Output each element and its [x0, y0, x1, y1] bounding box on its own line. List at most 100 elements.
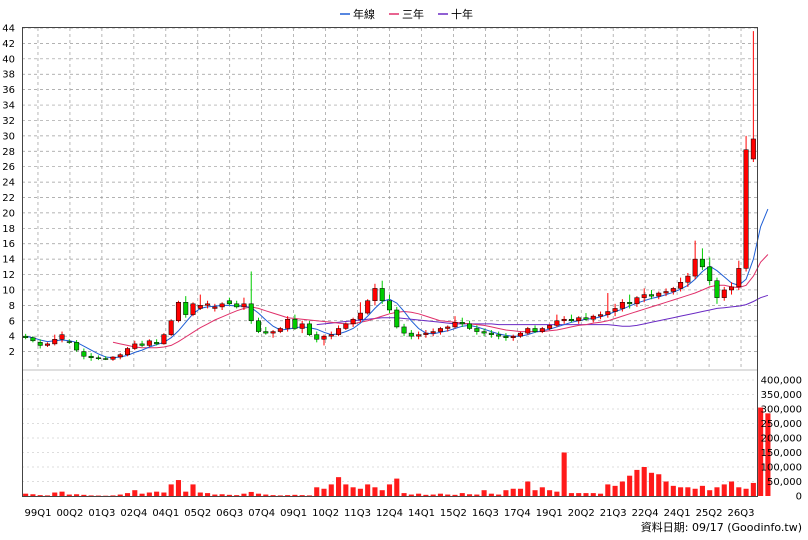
price-tick-label: 28 [2, 147, 15, 158]
x-tick-label: 17Q4 [504, 508, 531, 519]
volume-bar [517, 488, 524, 496]
candle [386, 294, 393, 314]
x-tick-label: 99Q1 [24, 508, 51, 519]
volume-bar [321, 488, 327, 496]
volume-bar [765, 413, 771, 496]
candle [488, 330, 494, 338]
volume-bar [175, 480, 182, 496]
candle-body [292, 318, 298, 329]
volume-bar [656, 474, 662, 496]
candle [721, 286, 727, 301]
candle-body [685, 275, 691, 283]
volume-bar [583, 493, 589, 496]
candle-body [190, 303, 196, 315]
candle-body [219, 303, 225, 308]
candle-body [699, 258, 705, 268]
volume-bar [590, 493, 596, 496]
candle [103, 356, 109, 361]
candle [685, 273, 691, 287]
candle [547, 323, 553, 331]
candle [292, 314, 298, 331]
volume-tick-label: 300,000 [761, 405, 802, 416]
candle [496, 331, 502, 340]
volume-bar [452, 494, 458, 496]
volume-bar [117, 494, 123, 496]
volume-bar [168, 484, 174, 496]
volume-bar [205, 493, 211, 496]
candle-body [525, 328, 531, 334]
volume-bar [554, 491, 560, 496]
volume-bar [685, 487, 691, 496]
candle [23, 333, 29, 340]
x-tick-label: 10Q2 [312, 508, 339, 519]
volume-bar [255, 493, 262, 496]
price-tick-label: 26 [2, 162, 15, 173]
candle-body [175, 302, 181, 322]
x-tick-label: 25Q2 [696, 508, 723, 519]
candle-body [110, 356, 116, 360]
volume-bar [423, 494, 429, 496]
candle [95, 355, 101, 361]
price-tick-label: 14 [2, 255, 15, 266]
candle-body [154, 342, 160, 345]
volume-bar [124, 493, 131, 496]
x-tick-label: 14Q1 [408, 508, 435, 519]
candle [81, 348, 87, 360]
candle-body [357, 312, 363, 320]
volume-bar [350, 487, 356, 496]
candle-body [263, 331, 269, 334]
candle-body [707, 266, 713, 281]
volume-bar [714, 487, 720, 496]
volume-bar [576, 493, 582, 496]
volume-bar [372, 487, 378, 496]
x-tick-label: 24Q1 [664, 508, 691, 519]
candle-body [30, 337, 36, 342]
candle [197, 294, 203, 310]
volume-bar [37, 495, 43, 496]
candle [321, 334, 327, 346]
volume-bar [44, 495, 51, 496]
volume-bar [139, 493, 145, 496]
candle-body [212, 306, 218, 309]
candle-body [23, 335, 29, 338]
candle-body [714, 280, 720, 298]
volume-bar [74, 494, 80, 496]
candle [66, 339, 72, 344]
x-tick-label: 02Q4 [120, 508, 147, 519]
candle [416, 331, 422, 340]
candle [568, 314, 574, 323]
candle [619, 299, 625, 312]
volume-bar [481, 490, 487, 496]
candle [379, 280, 385, 304]
candle-body [37, 342, 43, 346]
candle [605, 293, 611, 318]
candle-body [117, 354, 123, 358]
candle [343, 322, 349, 331]
candle [161, 333, 167, 345]
volume-bar [394, 478, 400, 496]
candle [154, 339, 160, 346]
volume-tick-label: 0 [796, 492, 802, 503]
price-tick-label: 10 [2, 285, 15, 296]
candle [641, 288, 647, 303]
price-tick-label: 22 [2, 193, 15, 204]
candle-body [743, 149, 749, 269]
price-tick-label: 44 [2, 24, 15, 35]
volume-bar [306, 495, 312, 496]
candle [146, 339, 152, 347]
volume-bar [197, 492, 203, 496]
volume-bar [299, 495, 305, 496]
volume-bar [285, 495, 291, 496]
candle-body [510, 335, 516, 338]
candle-body [539, 328, 545, 332]
candle-body [474, 328, 480, 332]
candle-body [532, 328, 538, 332]
volume-bar [183, 491, 189, 496]
volume-bar [357, 488, 363, 496]
candle [183, 296, 189, 318]
candle-body [248, 303, 254, 322]
candle [576, 316, 582, 324]
x-tick-label: 26Q3 [728, 508, 755, 519]
volume-bar [81, 494, 87, 496]
